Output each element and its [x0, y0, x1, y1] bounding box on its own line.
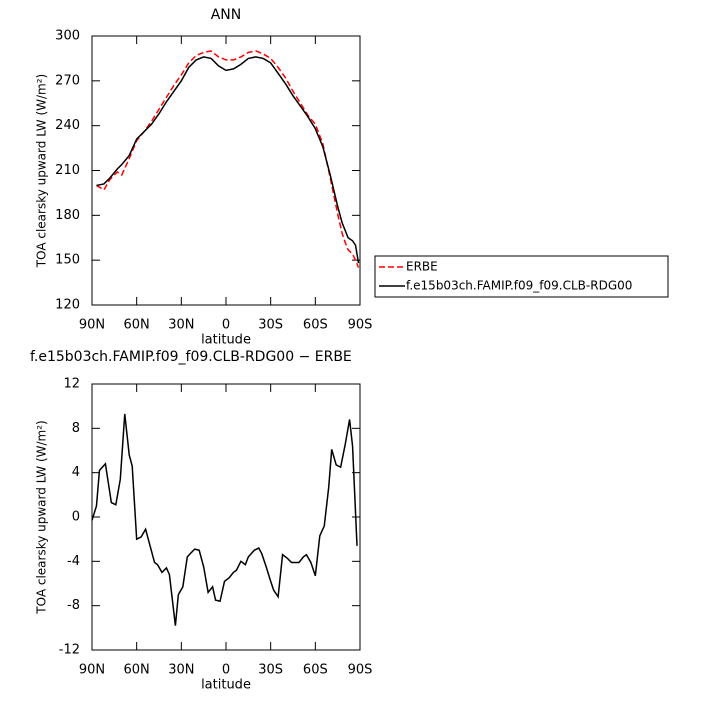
x-tick-label: 0 [222, 318, 230, 333]
y-tick-label: 4 [72, 465, 80, 480]
y-tick-label: 270 [55, 73, 80, 88]
y-tick-label: -4 [67, 554, 80, 569]
x-tick-label: 0 [222, 663, 230, 678]
data-line [91, 413, 358, 626]
plot-frame [91, 383, 361, 651]
x-tick-label: 90S [348, 663, 373, 678]
x-tick-label: 30S [258, 318, 283, 333]
y-tick-label: 300 [55, 29, 80, 44]
y-tick-label: -12 [59, 643, 80, 658]
y-tick-label: 150 [55, 253, 80, 268]
legend-box [374, 255, 669, 298]
x-tick-label: 30S [258, 663, 283, 678]
x-axis-label: latitude [201, 333, 251, 348]
x-tick-label: 30N [168, 318, 194, 333]
chart-title: ANN [211, 7, 242, 23]
y-tick-label: 210 [55, 163, 80, 178]
x-tick-label: 90N [79, 318, 105, 333]
y-axis-label: TOA clearsky upward LW (W/m²) [35, 420, 49, 614]
x-tick-label: 60N [124, 318, 150, 333]
legend-label: f.e15b03ch.FAMIP.f09_f09.CLB-RDG00 [406, 279, 632, 293]
y-tick-label: 0 [72, 510, 80, 525]
legend-label: ERBE [406, 260, 438, 274]
chart-title: f.e15b03ch.FAMIP.f09_f09.CLB-RDG00 − ERB… [30, 349, 352, 365]
x-tick-label: 90S [348, 318, 373, 333]
y-tick-label: 120 [55, 298, 80, 313]
data-line [96, 50, 360, 268]
x-tick-label: 60S [303, 663, 328, 678]
y-tick-label: 8 [72, 421, 80, 436]
x-tick-label: 30N [168, 663, 194, 678]
plot-frame [91, 35, 361, 306]
x-tick-label: 60N [124, 663, 150, 678]
y-tick-label: -8 [67, 598, 80, 613]
x-axis-label: latitude [201, 678, 251, 693]
y-tick-label: 240 [55, 118, 80, 133]
y-tick-label: 180 [55, 208, 80, 223]
x-tick-label: 90N [79, 663, 105, 678]
y-axis-label: TOA clearsky upward LW (W/m²) [35, 74, 49, 268]
y-tick-label: 12 [63, 377, 80, 392]
x-tick-label: 60S [303, 318, 328, 333]
data-line [96, 56, 360, 264]
